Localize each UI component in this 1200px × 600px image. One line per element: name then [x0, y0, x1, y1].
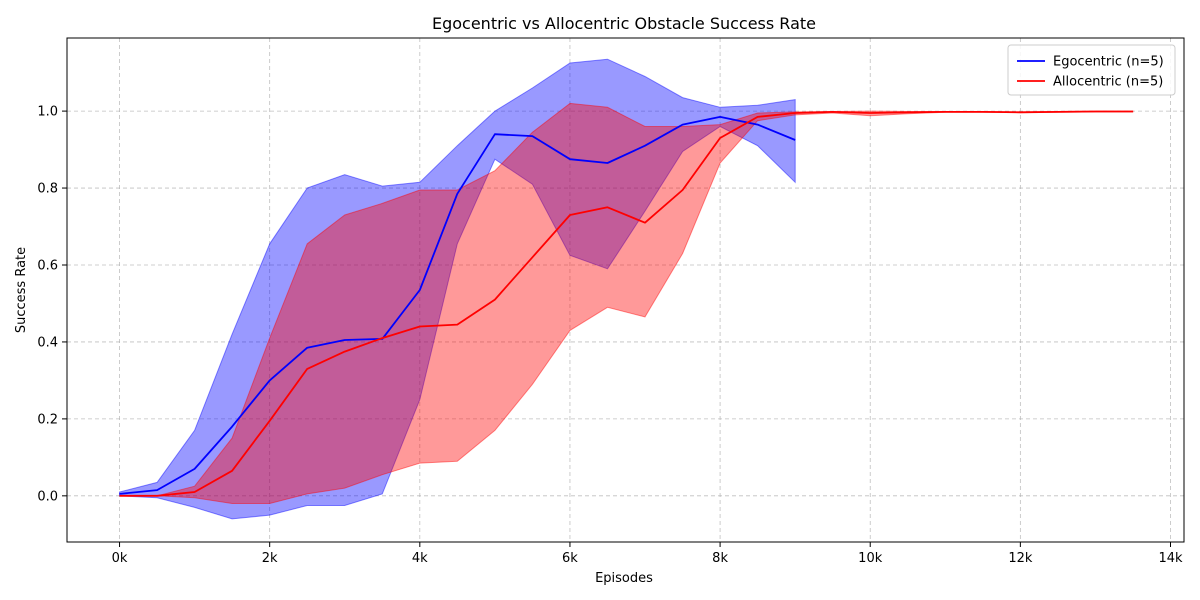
chart-title: Egocentric vs Allocentric Obstacle Succe…	[432, 14, 816, 33]
y-axis-label: Success Rate	[14, 247, 29, 333]
x-tick-label: 10k	[858, 551, 883, 566]
legend-box	[1007, 44, 1176, 96]
x-tick-label: 14k	[1158, 551, 1183, 566]
y-tick-label: 0.4	[37, 335, 58, 350]
y-axis: 0.0 0.2 0.4 0.6 0.8 1.0	[37, 105, 67, 504]
x-tick-label: 6k	[562, 551, 578, 566]
x-tick-label: 0k	[112, 551, 128, 566]
legend-label-2: Allocentric (n=5)	[1053, 75, 1163, 90]
x-axis-label: Episodes	[595, 571, 653, 586]
y-tick-label: 0.8	[37, 182, 58, 197]
x-tick-label: 4k	[412, 551, 428, 566]
confidence-bands	[119, 58, 1134, 520]
band-series-1	[119, 58, 796, 520]
x-axis: 0k 2k 4k 6k 8k 10k 12k 14k	[112, 542, 1183, 566]
x-tick-label: 8k	[712, 551, 728, 566]
y-tick-label: 0.2	[37, 412, 58, 427]
series-lines	[119, 110, 1133, 497]
plot-frame	[66, 37, 1185, 543]
y-tick-label: 1.0	[37, 105, 58, 120]
x-tick-label: 12k	[1008, 551, 1033, 566]
y-tick-label: 0.0	[37, 489, 58, 504]
legend: Egocentric (n=5) Allocentric (n=5)	[1007, 44, 1176, 96]
legend-label-1: Egocentric (n=5)	[1053, 55, 1164, 70]
y-tick-label: 0.6	[37, 258, 58, 273]
line-series-1	[119, 116, 796, 495]
line-series-2	[119, 110, 1133, 497]
x-tick-label: 2k	[262, 551, 278, 566]
